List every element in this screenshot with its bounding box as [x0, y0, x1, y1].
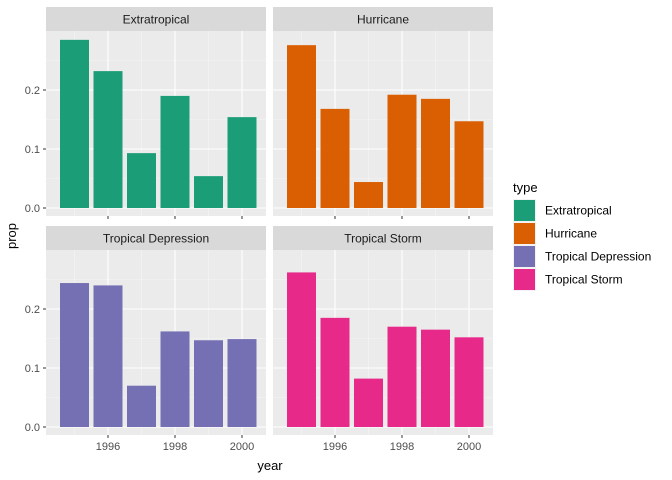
bar — [287, 272, 316, 427]
bar — [160, 95, 190, 208]
facet-panel: Tropical Depression — [46, 226, 266, 435]
x-tick-label: 1996 — [96, 441, 120, 453]
x-axis-title: year — [257, 458, 283, 473]
legend-swatch — [514, 269, 535, 290]
x-tick-label: 1998 — [390, 441, 414, 453]
bar — [227, 339, 257, 427]
facet-strip — [46, 7, 266, 31]
bar — [287, 45, 316, 208]
legend: type Extratropical Hurricane Tropical Depr… — [513, 180, 651, 291]
legend-label: Hurricane — [545, 227, 597, 241]
facet-panels: Extratropical Hurricane Tropical Depressio… — [46, 7, 493, 435]
y-axis-title: prop — [4, 223, 19, 249]
legend-swatch — [514, 246, 535, 267]
bar — [93, 285, 123, 427]
bar — [227, 117, 257, 208]
bar — [93, 71, 123, 209]
facet-panel: Hurricane — [273, 7, 493, 216]
y-tick-label: 0.2 — [25, 85, 40, 97]
legend-title: type — [513, 180, 538, 195]
facet-strip-label: Hurricane — [357, 13, 409, 27]
legend-item: Tropical Depression — [513, 245, 651, 268]
facet-panel: Tropical Storm — [273, 226, 493, 435]
bar — [387, 326, 417, 427]
bar — [421, 329, 450, 427]
legend-swatch — [514, 200, 535, 221]
bar — [320, 108, 350, 208]
legend-label: Extratropical — [545, 204, 612, 218]
facet-strip — [273, 226, 493, 250]
facet-strip-label: Extratropical — [123, 13, 190, 27]
x-axes: 1996 1998 2000 1996 1998 2000 — [96, 216, 481, 453]
bar — [454, 121, 484, 208]
legend-item: Extratropical — [513, 199, 612, 222]
bar — [421, 98, 450, 208]
facet-strip — [273, 7, 493, 31]
bar — [454, 337, 484, 427]
legend-item: Hurricane — [513, 222, 597, 245]
legend-item: Tropical Storm — [513, 268, 623, 291]
bar — [60, 283, 89, 427]
legend-swatch — [514, 223, 535, 244]
x-tick-label: 1996 — [323, 441, 347, 453]
bar — [127, 385, 156, 427]
y-axes: 0.0 0.1 0.2 0.0 0.1 0.2 — [25, 85, 46, 434]
bar — [354, 378, 383, 427]
y-tick-label: 0.2 — [25, 304, 40, 316]
x-tick-label: 2000 — [457, 441, 481, 453]
bar — [194, 340, 223, 427]
y-tick-label: 0.1 — [25, 363, 40, 375]
x-tick-label: 1998 — [163, 441, 187, 453]
legend-label: Tropical Depression — [545, 250, 651, 264]
facet-strip-label: Tropical Storm — [344, 232, 422, 246]
x-tick-label: 2000 — [230, 441, 254, 453]
y-tick-label: 0.1 — [25, 144, 40, 156]
bar — [194, 176, 223, 208]
bar — [160, 331, 190, 427]
facet-panel: Extratropical — [46, 7, 266, 216]
legend-label: Tropical Storm — [545, 273, 623, 287]
bar — [320, 317, 350, 427]
bar — [387, 94, 417, 208]
y-tick-label: 0.0 — [25, 422, 40, 434]
bar — [354, 182, 383, 208]
facet-strip-label: Tropical Depression — [103, 232, 209, 246]
bar — [127, 153, 156, 208]
y-tick-label: 0.0 — [25, 203, 40, 215]
facet-strip — [46, 226, 266, 250]
bar — [60, 39, 89, 208]
